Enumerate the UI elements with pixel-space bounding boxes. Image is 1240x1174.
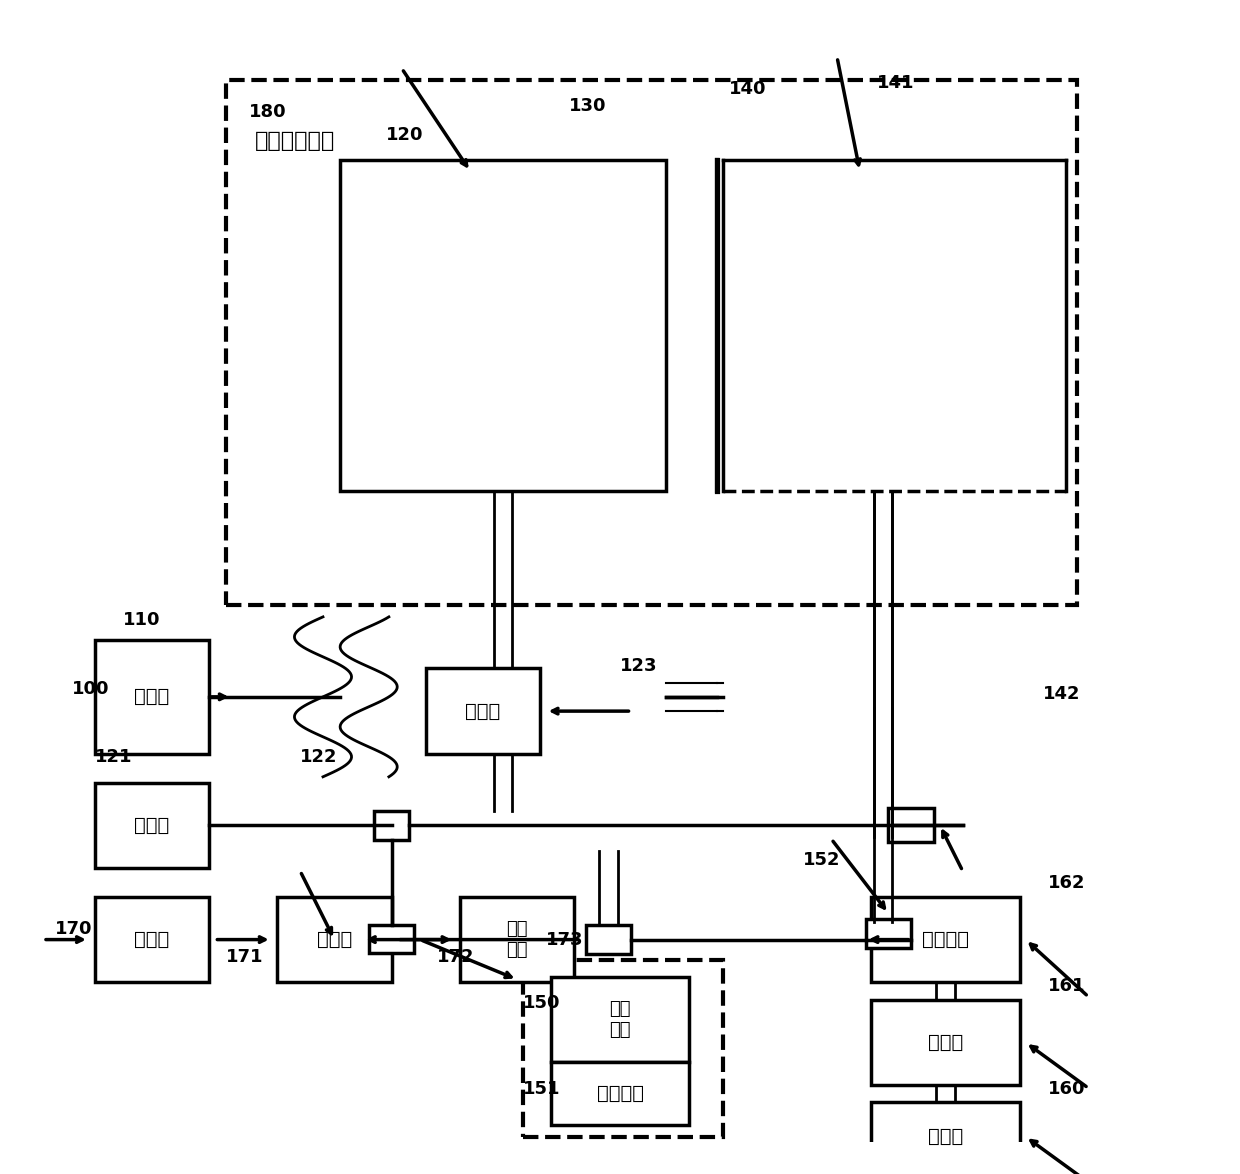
Text: 反应
试剂: 反应 试剂 [609,1000,631,1039]
Text: 110: 110 [123,612,160,629]
FancyBboxPatch shape [226,80,1078,606]
Text: 170: 170 [55,919,92,938]
Text: 流量计: 流量计 [316,930,352,949]
Text: 172: 172 [438,949,475,966]
Text: 100: 100 [72,680,109,697]
FancyBboxPatch shape [552,977,688,1062]
Text: 缓冲气: 缓冲气 [134,816,169,835]
FancyBboxPatch shape [94,640,208,754]
FancyBboxPatch shape [368,925,414,953]
Text: 141: 141 [877,74,915,93]
Text: 152: 152 [802,851,841,869]
FancyBboxPatch shape [872,897,1019,983]
FancyBboxPatch shape [866,919,911,947]
Text: 171: 171 [226,949,263,966]
Text: 142: 142 [1043,686,1080,703]
Text: 180: 180 [249,103,286,121]
Text: 流量计: 流量计 [465,702,501,721]
Text: 加热装置: 加热装置 [596,1085,644,1104]
FancyBboxPatch shape [872,1102,1019,1170]
Text: 173: 173 [546,931,583,949]
FancyBboxPatch shape [94,897,208,983]
FancyBboxPatch shape [523,959,723,1136]
FancyBboxPatch shape [340,160,666,491]
FancyBboxPatch shape [888,808,934,843]
Text: 121: 121 [94,748,131,767]
Text: 离子源: 离子源 [134,687,169,707]
Text: 162: 162 [1048,873,1086,892]
FancyBboxPatch shape [460,897,574,983]
Text: 122: 122 [300,748,337,767]
Text: 150: 150 [523,994,560,1012]
Text: 流量计: 流量计 [928,1033,963,1052]
Text: 120: 120 [386,126,423,143]
Text: 140: 140 [729,80,766,97]
Text: 高纯气: 高纯气 [928,1127,963,1146]
Text: 高纯气: 高纯气 [134,930,169,949]
Text: 加热
装置: 加热 装置 [506,920,528,959]
FancyBboxPatch shape [278,897,392,983]
Text: 梯度真空系统: 梯度真空系统 [254,131,335,151]
Text: 151: 151 [523,1080,560,1098]
Text: 161: 161 [1048,977,1086,994]
FancyBboxPatch shape [585,925,631,953]
Text: 130: 130 [569,97,606,115]
FancyBboxPatch shape [374,811,409,839]
FancyBboxPatch shape [552,1062,688,1125]
Text: 123: 123 [620,657,657,675]
FancyBboxPatch shape [94,783,208,869]
Text: 160: 160 [1048,1080,1086,1098]
FancyBboxPatch shape [425,668,541,754]
Text: 加热装置: 加热装置 [923,930,970,949]
FancyBboxPatch shape [872,999,1019,1085]
